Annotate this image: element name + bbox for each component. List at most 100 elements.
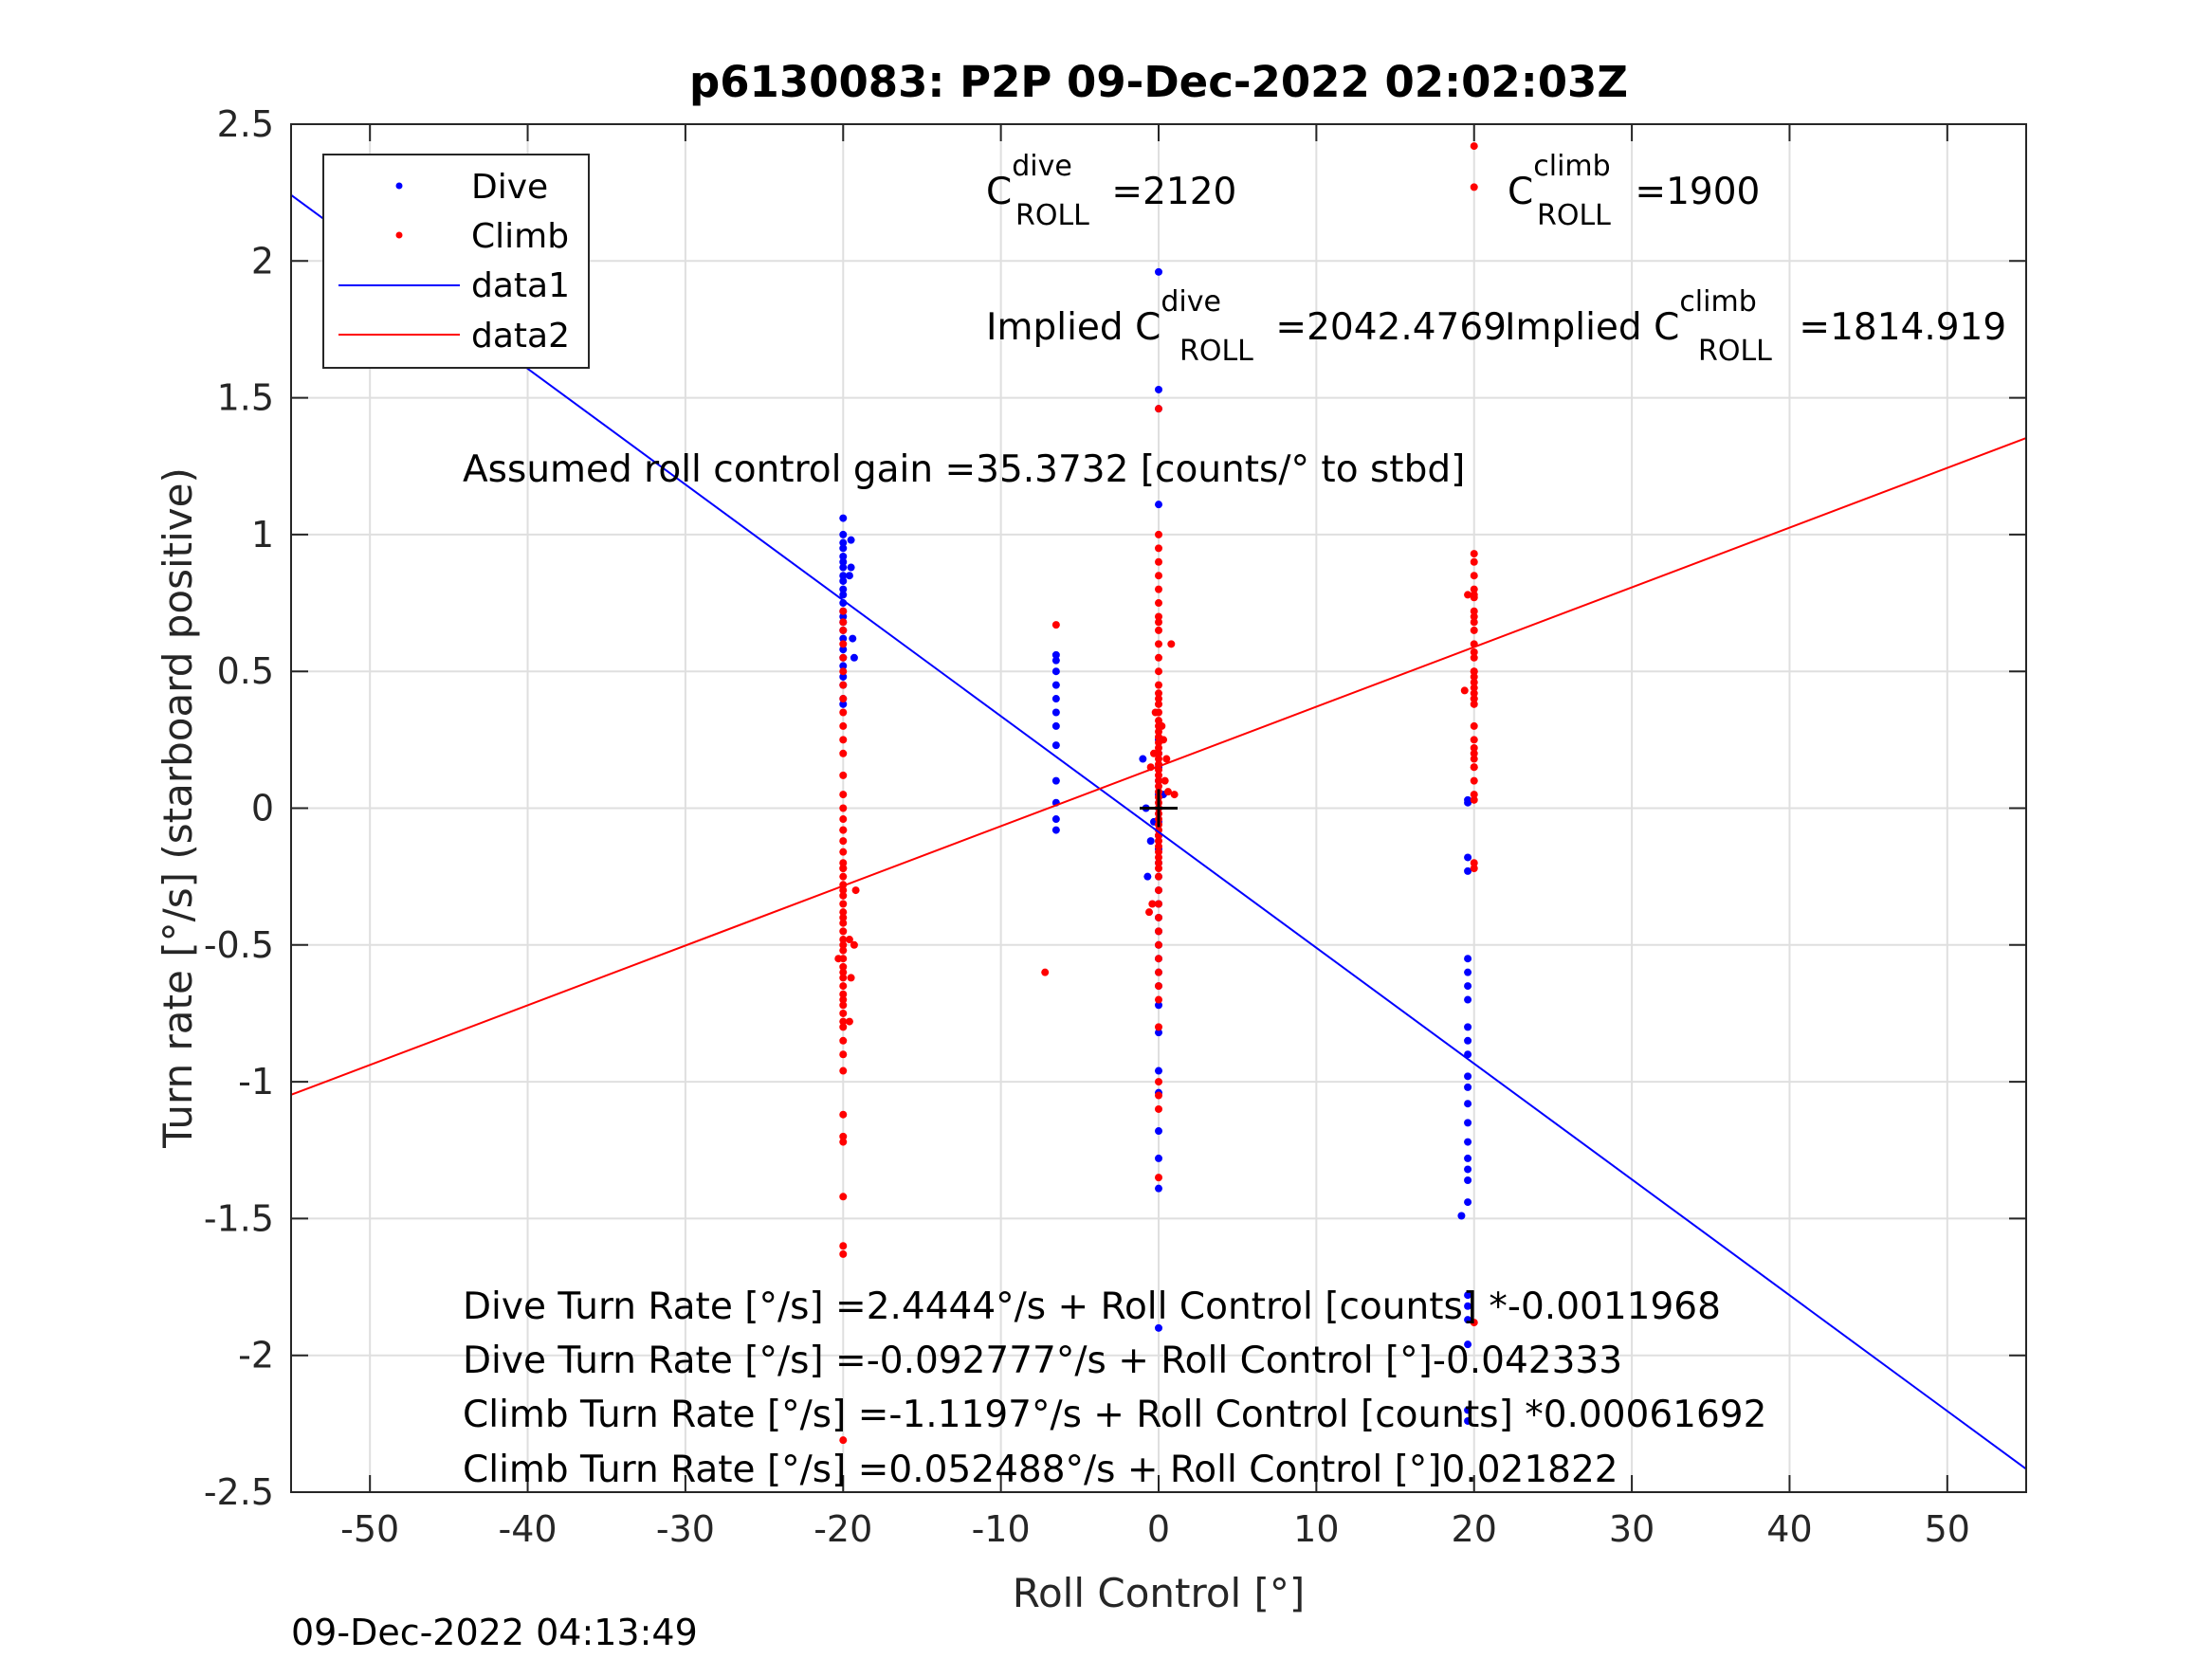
y-tick-label: 0 <box>251 788 274 830</box>
climb-point <box>1470 763 1478 772</box>
climb-point <box>1470 684 1478 692</box>
dive-point <box>1155 1001 1162 1010</box>
dive-point <box>847 536 855 544</box>
data-layer <box>290 142 2027 1470</box>
climb-point <box>839 815 848 824</box>
climb-point <box>1470 647 1478 656</box>
dive-point <box>839 612 848 621</box>
y-tick-label: 2 <box>251 240 274 282</box>
climb-point <box>1158 721 1166 730</box>
climb-point <box>1155 626 1162 634</box>
dive-point <box>1464 1340 1472 1349</box>
dive-point <box>839 544 848 553</box>
series-data1 <box>290 193 2027 1470</box>
climb-point <box>839 1036 848 1045</box>
climb-point <box>1470 667 1478 676</box>
dive-point <box>1155 1184 1162 1193</box>
climb-point <box>839 837 848 846</box>
climb-point <box>1155 955 1162 963</box>
climb-point <box>839 736 848 744</box>
climb-point <box>1470 593 1478 602</box>
climb-point <box>1155 927 1162 936</box>
climb-point <box>1155 900 1162 908</box>
climb-point <box>839 749 848 757</box>
dive-point <box>1155 267 1162 276</box>
climb-point <box>1155 640 1162 648</box>
climb-point <box>1163 788 1172 796</box>
climb-point <box>839 653 848 662</box>
x-tick-label: 50 <box>1925 1508 1970 1550</box>
climb-point <box>839 946 848 955</box>
dive-point <box>1155 501 1162 509</box>
climb-point <box>1470 618 1478 627</box>
dive-point <box>1155 1127 1162 1136</box>
climb-point <box>1470 744 1478 753</box>
climb-point <box>839 982 848 991</box>
annotation-roll-gain: Assumed roll control gain =35.3732 [coun… <box>463 448 1465 491</box>
climb-point <box>1470 689 1478 698</box>
dive-point <box>850 653 858 662</box>
climb-point <box>1155 940 1162 949</box>
y-tick-label: -2 <box>238 1335 274 1376</box>
climb-point <box>839 900 848 908</box>
climb-point <box>1151 708 1160 717</box>
climb-point <box>839 1132 848 1140</box>
dive-point <box>1464 1100 1472 1108</box>
climb-point <box>839 695 848 703</box>
climb-point <box>839 1050 848 1059</box>
dive-point <box>1051 741 1060 750</box>
dive-point <box>1464 1023 1472 1031</box>
dive-point <box>1051 776 1060 785</box>
climb-point <box>1155 653 1162 662</box>
dive-point <box>1464 866 1472 875</box>
climb-point <box>1470 749 1478 757</box>
climb-point <box>1155 853 1162 862</box>
climb-point <box>1155 842 1162 850</box>
dive-point <box>839 672 848 681</box>
dive-point <box>1464 1291 1472 1300</box>
climb-point <box>1170 791 1179 799</box>
climb-point <box>1155 968 1162 976</box>
x-tick-label: 30 <box>1609 1508 1654 1550</box>
dive-point <box>1464 1138 1472 1146</box>
climb-point <box>1155 886 1162 895</box>
climb-point <box>1155 612 1162 621</box>
climb-point <box>839 886 848 895</box>
climb-point <box>1155 864 1162 872</box>
dive-point <box>839 563 848 572</box>
climb-point <box>851 886 860 895</box>
climb-point <box>1470 607 1478 615</box>
dive-point <box>839 538 848 547</box>
y-tick-label: -1 <box>238 1061 274 1103</box>
annotation-c-roll-climb: Cclimb ROLL =1900 <box>1508 150 1760 232</box>
y-tick-label: -1.5 <box>204 1197 274 1239</box>
dive-point <box>839 591 848 599</box>
climb-point <box>839 908 848 917</box>
legend-marker-climb <box>395 231 403 239</box>
climb-point <box>839 791 848 799</box>
dive-point <box>1464 1050 1472 1059</box>
dive-point <box>839 634 848 643</box>
climb-point <box>1470 791 1478 799</box>
climb-point <box>839 968 848 976</box>
climb-point <box>1155 681 1162 689</box>
dive-point <box>1464 1176 1472 1184</box>
dive-point <box>1146 837 1155 846</box>
climb-point <box>1155 700 1162 708</box>
climb-point <box>1155 782 1162 791</box>
climb-point <box>845 1017 853 1026</box>
climb-point <box>839 990 848 998</box>
dive-point <box>1464 853 1472 862</box>
climb-point <box>839 927 848 936</box>
climb-point <box>839 1009 848 1017</box>
dive-point <box>1464 1072 1472 1081</box>
climb-point <box>1155 982 1162 991</box>
dive-point <box>1051 826 1060 834</box>
climb-point <box>1155 618 1162 627</box>
chart-title: p6130083: P2P 09-Dec-2022 02:02:03Z <box>689 57 1628 107</box>
y-tick-label: -2.5 <box>204 1471 274 1513</box>
y-tick-label: -0.5 <box>204 924 274 966</box>
dive-point <box>839 552 848 560</box>
climb-point <box>1470 557 1478 566</box>
climb-point <box>839 607 848 615</box>
